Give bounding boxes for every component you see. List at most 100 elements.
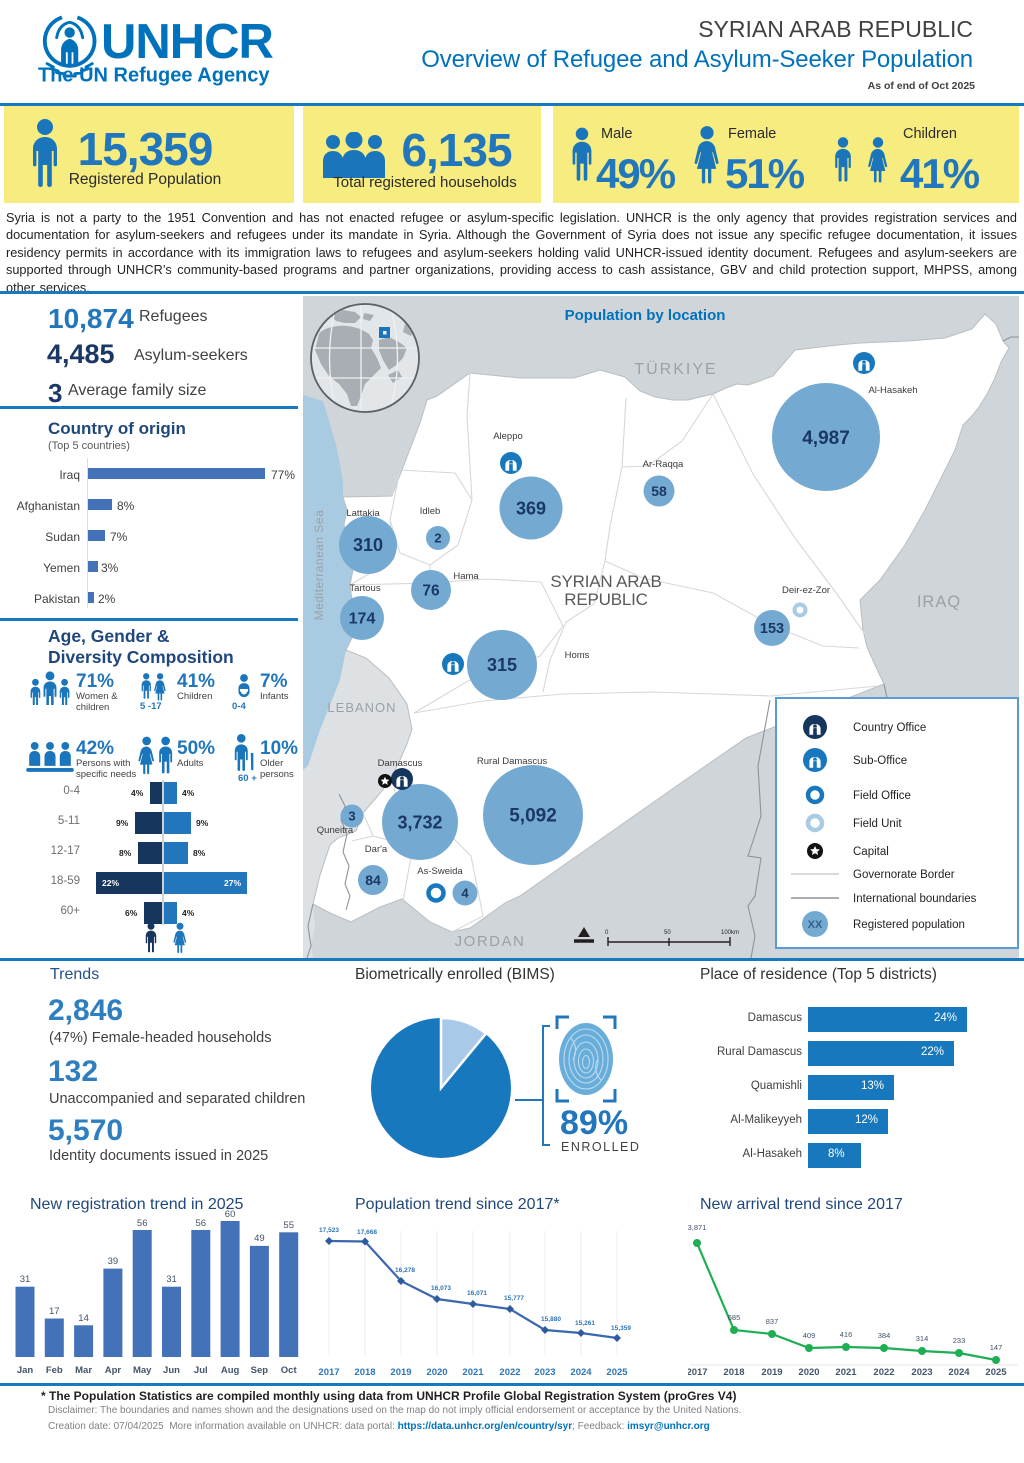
svg-text:2022: 2022 [499, 1367, 520, 1378]
svg-text:56: 56 [196, 1218, 207, 1229]
svg-text:2021: 2021 [835, 1367, 857, 1378]
svg-text:May: May [133, 1365, 152, 1376]
svg-text:International boundaries: International boundaries [853, 893, 977, 905]
svg-text:31: 31 [166, 1274, 177, 1285]
svg-text:2018: 2018 [723, 1367, 744, 1378]
svg-text:384: 384 [878, 1331, 891, 1340]
svg-text:49: 49 [254, 1233, 265, 1244]
svg-text:Hama: Hama [453, 571, 479, 582]
svg-text:REPUBLIC: REPUBLIC [564, 590, 647, 609]
svg-text:314: 314 [916, 1334, 929, 1343]
svg-text:Sep: Sep [251, 1365, 269, 1376]
svg-text:2025: 2025 [606, 1367, 628, 1378]
svg-text:As-Sweida: As-Sweida [417, 866, 463, 877]
svg-text:409: 409 [803, 1331, 816, 1340]
svg-text:Ar-Raqqa: Ar-Raqqa [643, 459, 684, 470]
svg-text:2019: 2019 [390, 1367, 411, 1378]
svg-text:2019: 2019 [761, 1367, 782, 1378]
svg-text:TÜRKIYE: TÜRKIYE [634, 360, 717, 378]
svg-text:4,987: 4,987 [802, 428, 850, 449]
svg-text:2024: 2024 [948, 1367, 970, 1378]
svg-text:Feb: Feb [46, 1365, 63, 1376]
svg-text:Deir-ez-Zor: Deir-ez-Zor [782, 585, 830, 596]
svg-text:15,261: 15,261 [575, 1320, 595, 1327]
svg-text:174: 174 [349, 611, 376, 628]
svg-text:Mar: Mar [75, 1365, 92, 1376]
svg-text:55: 55 [283, 1220, 294, 1231]
svg-text:Mediterranean Sea: Mediterranean Sea [312, 510, 326, 621]
svg-text:39: 39 [108, 1256, 119, 1267]
svg-text:Field Office: Field Office [853, 790, 911, 802]
svg-text:2024: 2024 [570, 1367, 592, 1378]
svg-text:JORDAN: JORDAN [455, 933, 526, 950]
svg-text:Homs: Homs [565, 650, 590, 661]
svg-text:Capital: Capital [853, 846, 889, 858]
svg-text:84: 84 [365, 872, 381, 888]
svg-text:310: 310 [353, 535, 383, 555]
svg-text:315: 315 [487, 655, 517, 675]
svg-text:369: 369 [516, 499, 546, 519]
svg-text:Population by location: Population by location [565, 307, 726, 324]
svg-text:2022: 2022 [873, 1367, 894, 1378]
svg-text:2020: 2020 [426, 1367, 447, 1378]
svg-text:2: 2 [434, 531, 441, 546]
svg-text:Sub-Office: Sub-Office [853, 755, 907, 767]
svg-text:17: 17 [49, 1306, 60, 1317]
svg-text:2018: 2018 [354, 1367, 375, 1378]
svg-text:Country Office: Country Office [853, 722, 926, 734]
svg-text:Registered population: Registered population [853, 919, 965, 931]
svg-text:2020: 2020 [798, 1367, 819, 1378]
svg-text:50: 50 [664, 930, 671, 936]
svg-text:UNHCR: UNHCR [101, 15, 274, 69]
svg-text:15,777: 15,777 [504, 1295, 524, 1302]
svg-text:Damascus: Damascus [378, 758, 423, 769]
svg-text:SYRIAN ARAB: SYRIAN ARAB [550, 572, 661, 591]
svg-text:15,880: 15,880 [541, 1316, 561, 1323]
svg-text:Jul: Jul [194, 1365, 208, 1376]
svg-text:17,523: 17,523 [319, 1227, 339, 1234]
svg-text:Dar'a: Dar'a [365, 844, 388, 855]
svg-text:Lattakia: Lattakia [346, 508, 380, 519]
svg-text:5,092: 5,092 [509, 806, 557, 827]
svg-text:233: 233 [953, 1336, 966, 1345]
svg-text:Al-Hasakeh: Al-Hasakeh [868, 385, 917, 396]
svg-text:31: 31 [20, 1274, 31, 1285]
svg-text:Rural Damascus: Rural Damascus [477, 756, 547, 767]
svg-text:Idleb: Idleb [420, 506, 441, 517]
svg-text:2023: 2023 [534, 1367, 555, 1378]
svg-text:3,871: 3,871 [688, 1223, 706, 1232]
svg-text:837: 837 [766, 1317, 779, 1326]
svg-text:Apr: Apr [105, 1365, 122, 1376]
svg-text:685: 685 [728, 1313, 741, 1322]
svg-text:Jan: Jan [17, 1365, 34, 1376]
svg-text:Governorate Border: Governorate Border [853, 869, 955, 881]
svg-text:Aleppo: Aleppo [493, 431, 523, 442]
svg-text:147: 147 [990, 1343, 1003, 1352]
svg-text:60: 60 [225, 1210, 236, 1220]
svg-text:The UN Refugee Agency: The UN Refugee Agency [38, 65, 270, 87]
svg-text:56: 56 [137, 1218, 148, 1229]
svg-text:76: 76 [422, 583, 440, 600]
svg-text:16,071: 16,071 [467, 1290, 487, 1297]
svg-text:2017: 2017 [688, 1367, 708, 1378]
svg-text:XX: XX [808, 919, 823, 931]
svg-text:IRAQ: IRAQ [917, 593, 961, 611]
svg-text:0: 0 [605, 930, 609, 936]
svg-text:153: 153 [760, 621, 784, 637]
svg-text:14: 14 [78, 1313, 89, 1324]
svg-text:100km: 100km [721, 930, 739, 936]
svg-text:Tartous: Tartous [349, 583, 380, 594]
svg-text:15,359: 15,359 [611, 1325, 631, 1332]
svg-text:2023: 2023 [911, 1367, 932, 1378]
svg-text:Aug: Aug [221, 1365, 240, 1376]
svg-text:16,073: 16,073 [431, 1285, 451, 1292]
svg-text:2025: 2025 [985, 1367, 1007, 1378]
svg-text:Field Unit: Field Unit [853, 818, 902, 830]
svg-text:17,668: 17,668 [357, 1229, 377, 1236]
svg-text:3,732: 3,732 [397, 813, 442, 833]
svg-text:Jun: Jun [163, 1365, 180, 1376]
svg-text:3: 3 [348, 809, 355, 824]
svg-text:Oct: Oct [281, 1365, 298, 1376]
svg-text:Quneitra: Quneitra [317, 825, 354, 836]
svg-text:4: 4 [461, 886, 469, 901]
